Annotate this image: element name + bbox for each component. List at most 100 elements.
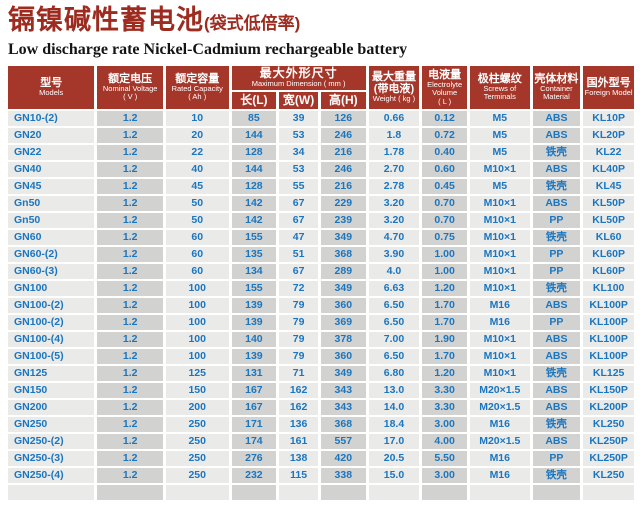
table-cell: 53 bbox=[279, 161, 318, 177]
table-cell: M16 bbox=[469, 416, 530, 432]
table-row: GN150 1.2 150 167 162 343 13.0 3.30 M20×1.5 ABS KL… bbox=[8, 382, 634, 398]
table-cell: 4.00 bbox=[422, 433, 467, 449]
table-cell: 4.70 bbox=[368, 229, 420, 245]
table-cell: 360 bbox=[320, 348, 366, 364]
table-cell: ABS bbox=[532, 110, 581, 126]
table-cell: 139 bbox=[231, 297, 277, 313]
col-header-models-en: Models bbox=[39, 88, 64, 97]
col-header-models-cn: 型号 bbox=[40, 77, 63, 89]
table-cell: M10×1 bbox=[469, 195, 530, 211]
table-cell: 20 bbox=[165, 127, 229, 143]
table-cell: 1.2 bbox=[97, 297, 163, 313]
table-cell: KL22 bbox=[583, 144, 634, 160]
table-cell: 100 bbox=[165, 297, 229, 313]
table-cell: 40 bbox=[165, 161, 229, 177]
col-header-dimension-cn: 最大外形尺寸 bbox=[259, 66, 338, 80]
table-cell: 250 bbox=[165, 467, 229, 483]
table-cell: 18.4 bbox=[368, 416, 420, 432]
table-cell: 53 bbox=[279, 127, 318, 143]
model-cell: GN250 bbox=[8, 416, 95, 432]
table-cell: 229 bbox=[320, 195, 366, 211]
table-cell: 1.2 bbox=[97, 212, 163, 228]
col-header-voltage-cn: 额定电压 bbox=[108, 72, 153, 85]
table-cell: 3.20 bbox=[368, 195, 420, 211]
model-cell: GN45 bbox=[8, 178, 95, 194]
table-cell bbox=[320, 484, 366, 500]
table-cell: 1.70 bbox=[422, 348, 467, 364]
model-cell: GN60-(2) bbox=[8, 246, 95, 262]
table-cell: KL100P bbox=[583, 314, 634, 330]
model-cell: GN100-(2) bbox=[8, 314, 95, 330]
table-cell: 0.72 bbox=[422, 127, 467, 143]
table-cell: 289 bbox=[320, 263, 366, 279]
col-header-weight-cn2: (带电液) bbox=[373, 83, 415, 95]
table-cell: 557 bbox=[320, 433, 366, 449]
table-cell: 6.63 bbox=[368, 280, 420, 296]
model-cell bbox=[8, 484, 95, 500]
table-cell: 250 bbox=[165, 450, 229, 466]
table-cell: 3.20 bbox=[368, 212, 420, 228]
table-cell: 0.60 bbox=[422, 161, 467, 177]
table-cell: 343 bbox=[320, 399, 366, 415]
table-row: GN250 1.2 250 171 136 368 18.4 3.00 M16 铁壳 KL250 bbox=[8, 416, 634, 432]
table-cell: 34 bbox=[279, 144, 318, 160]
table-cell: 50 bbox=[165, 195, 229, 211]
table-cell: KL250P bbox=[583, 433, 634, 449]
table-cell: 5.50 bbox=[422, 450, 467, 466]
table-cell: M20×1.5 bbox=[469, 382, 530, 398]
table-cell: KL125 bbox=[583, 365, 634, 381]
table-cell: M10×1 bbox=[469, 161, 530, 177]
table-cell: 1.2 bbox=[97, 263, 163, 279]
table-cell: 128 bbox=[231, 178, 277, 194]
table-cell: 0.70 bbox=[422, 195, 467, 211]
table-cell: 67 bbox=[279, 263, 318, 279]
table-row: GN100 1.2 100 155 72 349 6.63 1.20 M10×1 铁壳 KL100 bbox=[8, 280, 634, 296]
table-cell: 6.50 bbox=[368, 348, 420, 364]
table-cell: ABS bbox=[532, 382, 581, 398]
table-cell: 1.2 bbox=[97, 331, 163, 347]
table-cell: 216 bbox=[320, 144, 366, 160]
table-cell: 铁壳 bbox=[532, 178, 581, 194]
col-header-width: 宽(W) bbox=[279, 91, 318, 109]
col-header-screws: 极柱螺纹 Screws of Terminals bbox=[469, 66, 530, 109]
table-cell: M16 bbox=[469, 314, 530, 330]
page-title-cn: 镉镍碱性蓄电池(袋式低倍率) bbox=[8, 5, 640, 39]
table-cell: 79 bbox=[279, 348, 318, 364]
table-cell: 1.00 bbox=[422, 263, 467, 279]
table-row: GN100-(2) 1.2 100 139 79 360 6.50 1.70 M16 ABS KL1… bbox=[8, 297, 634, 313]
table-cell: 14.0 bbox=[368, 399, 420, 415]
table-cell: 150 bbox=[165, 382, 229, 398]
table-cell: 13.0 bbox=[368, 382, 420, 398]
table-cell: KL100P bbox=[583, 331, 634, 347]
table-body: GN10-(2) 1.2 10 85 39 126 0.66 0.12 M5 ABS KL10P GN… bbox=[8, 110, 634, 500]
table-cell: 1.2 bbox=[97, 433, 163, 449]
col-header-container-cn: 壳体材料 bbox=[534, 72, 579, 85]
table-cell: 60 bbox=[165, 229, 229, 245]
col-header-electrolyte-unit: ( L ) bbox=[438, 96, 452, 106]
table-cell: 85 bbox=[231, 110, 277, 126]
table-cell: 79 bbox=[279, 314, 318, 330]
table-cell: 0.40 bbox=[422, 144, 467, 160]
table-cell: 1.90 bbox=[422, 331, 467, 347]
table-row: GN45 1.2 45 128 55 216 2.78 0.45 M5 铁壳 KL45 bbox=[8, 178, 634, 194]
table-cell: 144 bbox=[231, 127, 277, 143]
table-cell: KL10P bbox=[583, 110, 634, 126]
table-cell: 3.90 bbox=[368, 246, 420, 262]
table-cell: 3.00 bbox=[422, 467, 467, 483]
model-cell: GN100-(5) bbox=[8, 348, 95, 364]
table-cell: 22 bbox=[165, 144, 229, 160]
table-cell: 239 bbox=[320, 212, 366, 228]
model-cell: GN100 bbox=[8, 280, 95, 296]
col-header-length: 长(L) bbox=[231, 91, 277, 109]
table-cell: PP bbox=[532, 212, 581, 228]
table-cell: 1.2 bbox=[97, 382, 163, 398]
table-cell: 368 bbox=[320, 246, 366, 262]
table-cell: 420 bbox=[320, 450, 366, 466]
page-title-en: Low discharge rate Nickel-Cadmium rechar… bbox=[8, 41, 408, 58]
table-cell: 1.2 bbox=[97, 127, 163, 143]
col-header-voltage: 额定电压 Nominal Voltage ( V ) bbox=[97, 66, 163, 109]
table-cell: 铁壳 bbox=[532, 229, 581, 245]
table-cell: M10×1 bbox=[469, 229, 530, 245]
table-cell: PP bbox=[532, 263, 581, 279]
header-row-dimension-sub: 长(L) 宽(W) 高(H) bbox=[8, 91, 634, 109]
